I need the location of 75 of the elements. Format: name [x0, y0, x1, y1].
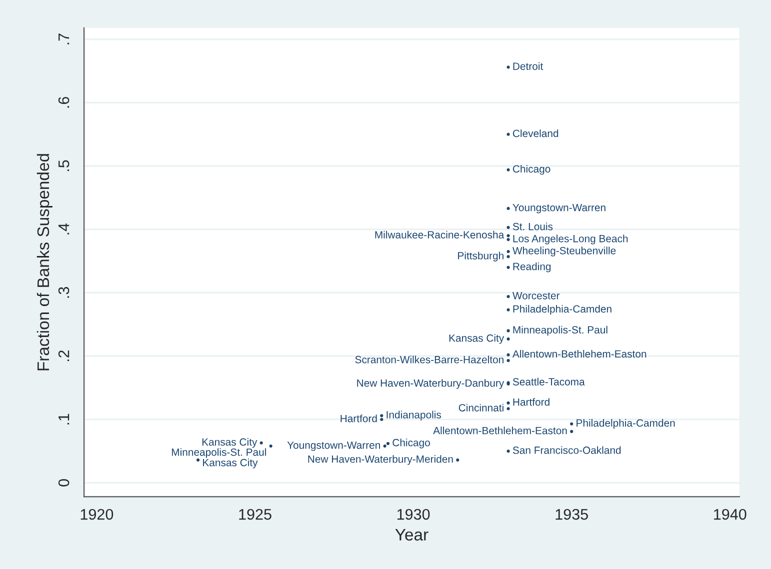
point [506, 401, 510, 405]
data-label: New Haven-Waterbury-Meriden [308, 455, 453, 465]
data-label: Youngstown-Warren [512, 204, 606, 214]
data-label: Minneapolis-St. Paul [513, 326, 608, 336]
data-label: Kansas City [203, 458, 258, 468]
data-label: Milwaukee-Racine-Kenosha [375, 230, 504, 238]
x-tick-label: 1940 [714, 508, 746, 520]
y-tick-label: .4 [58, 223, 70, 234]
data-label: Allentown-Bethlehem-Easton [512, 350, 646, 358]
point [196, 458, 200, 462]
point [506, 337, 510, 341]
point [506, 255, 510, 258]
data-label: Detroit [513, 62, 544, 70]
data-label: Reading [513, 262, 551, 272]
data-label: Cincinnati [458, 404, 504, 412]
data-label: Philadelphia-Camden [513, 304, 612, 315]
y-tick-label: .7 [58, 34, 70, 44]
x-tick-label: 1920 [80, 508, 114, 520]
data-label: Philadelphia-Camden [576, 419, 675, 429]
point [386, 442, 390, 446]
y-tick-label: .1 [58, 414, 70, 424]
point [506, 294, 510, 298]
data-label: Scranton-Wilkes-Barre-Hazelton [355, 356, 504, 364]
y-axis-title: Fraction of Banks Suspended [36, 154, 52, 370]
data-label: Kansas City [202, 438, 258, 448]
point [506, 238, 510, 242]
x-tick-label: 1925 [239, 508, 272, 520]
point [506, 132, 510, 136]
data-label: Chicago [392, 438, 430, 448]
data-label: Indianapolis [386, 410, 442, 420]
point [456, 458, 460, 462]
data-label: Hartford [513, 398, 550, 406]
point [506, 353, 510, 356]
y-tick-label: .3 [58, 287, 70, 298]
data-label: Kansas City [449, 334, 504, 344]
data-label: Worcester [512, 292, 560, 300]
x-axis-title: Year [395, 528, 428, 541]
point [506, 168, 510, 172]
data-label: Cleveland [512, 129, 558, 138]
data-label: Seattle-Tacoma [512, 378, 585, 386]
data-label: Chicago [512, 164, 550, 175]
x-tick-label: 1935 [556, 508, 588, 520]
point [506, 308, 510, 312]
data-label: Hartford [340, 414, 377, 422]
point [383, 444, 386, 448]
y-tick-label: 0 [58, 479, 70, 486]
point [506, 234, 510, 238]
point [570, 430, 574, 434]
point [506, 266, 510, 269]
point [506, 407, 510, 410]
point [380, 418, 384, 421]
point [570, 422, 574, 426]
point [506, 450, 510, 453]
y-tick-label: .6 [58, 96, 70, 108]
point [380, 414, 384, 418]
point [506, 358, 510, 362]
point [506, 329, 510, 332]
data-label: Wheeling-Steubenville [512, 246, 616, 256]
data-label: Allentown-Bethlehem-Easton [433, 426, 567, 434]
data-label: Youngstown-Warren [287, 442, 380, 451]
data-label: Minneapolis-St. Paul [172, 448, 266, 458]
point [506, 226, 510, 230]
point [506, 250, 510, 254]
x-tick-label: 1930 [397, 508, 430, 520]
point [269, 444, 272, 448]
y-tick-label: .5 [58, 160, 70, 171]
point [260, 441, 263, 444]
data-label: Pittsburgh [458, 252, 504, 262]
data-label: Los Angeles-Long Beach [513, 234, 628, 244]
y-tick-label: .2 [58, 350, 70, 362]
data-label: St. Louis [512, 222, 553, 230]
data-label: New Haven-Waterbury-Danbury [357, 379, 504, 389]
point [506, 206, 510, 210]
data-label: San Francisco-Oakland [512, 446, 621, 454]
point [506, 66, 510, 69]
